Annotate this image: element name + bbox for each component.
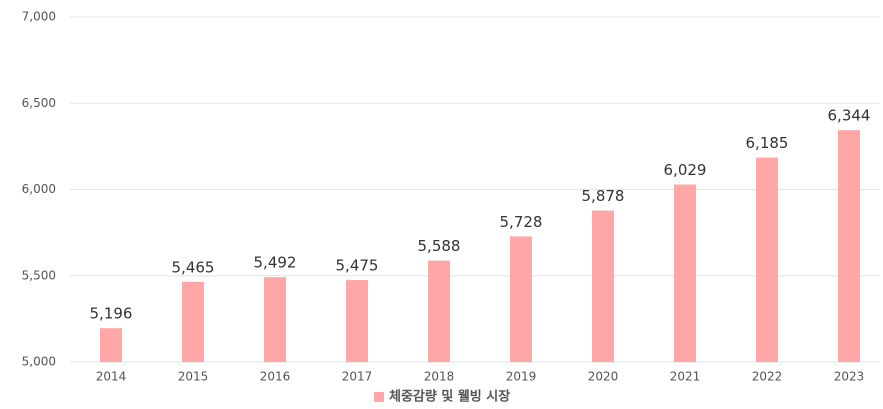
x-tick-label: 2014: [96, 370, 127, 384]
x-tick-label: 2016: [260, 370, 291, 384]
y-tick-label: 6,500: [22, 96, 56, 110]
value-label: 5,588: [418, 237, 461, 255]
legend-label: 체중감량 및 웰빙 시장: [389, 389, 510, 405]
bar: [100, 328, 122, 362]
bar: [264, 277, 286, 362]
value-label: 6,185: [746, 134, 789, 152]
x-tick-label: 2015: [178, 370, 209, 384]
bar: [510, 236, 532, 362]
value-label: 5,728: [500, 213, 543, 231]
x-tick-label: 2021: [670, 370, 701, 384]
bar: [346, 280, 368, 362]
value-label: 5,878: [582, 187, 625, 205]
value-label: 6,029: [664, 161, 707, 179]
bar: [756, 157, 778, 362]
x-tick-label: 2019: [506, 370, 537, 384]
y-tick-label: 7,000: [22, 10, 56, 24]
x-tick-label: 2020: [588, 370, 619, 384]
value-label: 6,344: [828, 107, 871, 125]
value-label: 5,196: [90, 305, 133, 323]
value-label: 5,465: [172, 258, 215, 276]
bar: [838, 130, 860, 362]
y-tick-label: 5,000: [22, 355, 56, 369]
x-tick-label: 2017: [342, 370, 373, 384]
bar: [428, 260, 450, 362]
legend-swatch: [374, 392, 384, 402]
bar: [592, 210, 614, 362]
bar: [182, 281, 204, 362]
bar: [674, 184, 696, 362]
x-tick-label: 2018: [424, 370, 455, 384]
y-tick-label: 5,500: [22, 268, 56, 282]
value-label: 5,475: [336, 257, 379, 275]
value-label: 5,492: [254, 254, 297, 272]
y-tick-label: 6,000: [22, 182, 56, 196]
x-tick-label: 2023: [834, 370, 865, 384]
x-tick-label: 2022: [752, 370, 783, 384]
